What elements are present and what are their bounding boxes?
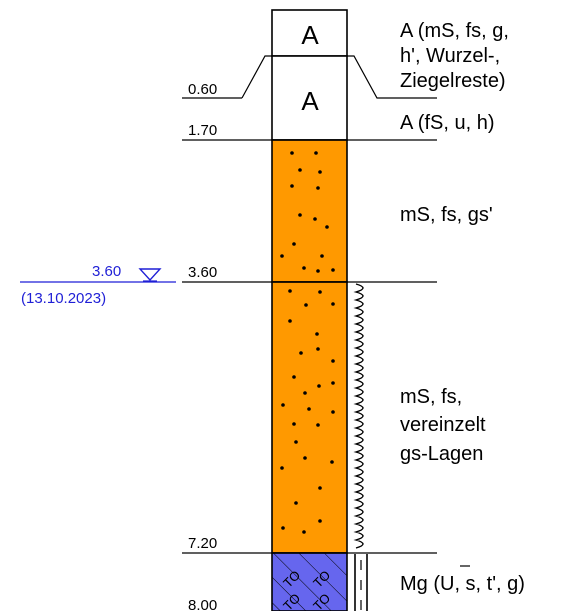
sand-dot: [299, 351, 303, 355]
desc-1-line-3: Ziegelreste): [400, 70, 506, 92]
sand-dot: [292, 375, 296, 379]
water-level-triangle-icon: [138, 268, 162, 282]
sand-dot: [280, 466, 284, 470]
desc-4-line-3: gs-Lagen: [400, 443, 483, 465]
sand-dot: [304, 303, 308, 307]
desc-4-line-1: mS, fs,: [400, 386, 462, 408]
sand-dot: [314, 151, 318, 155]
sand-dot: [303, 391, 307, 395]
layer-fill-4: [271, 281, 348, 554]
sand-dot: [303, 456, 307, 460]
boundary-connector-right: [347, 55, 437, 99]
sand-dot: [298, 213, 302, 217]
water-level-date: (13.10.2023): [21, 290, 106, 307]
sand-dot: [331, 410, 335, 414]
desc-1-line-1: A (mS, fs, g,: [400, 20, 509, 42]
sand-dot: [316, 186, 320, 190]
sand-dot: [290, 184, 294, 188]
desc-2-line-1: A (fS, u, h): [400, 112, 494, 134]
sand-dot: [290, 151, 294, 155]
sand-dot: [331, 381, 335, 385]
sand-dot: [318, 170, 322, 174]
layer-fill-2: [271, 55, 348, 141]
boundary-connector-left: [241, 55, 272, 99]
sand-dot-pattern: [280, 151, 335, 534]
depth-label-4: 7.20: [188, 535, 217, 552]
sand-dot: [307, 407, 311, 411]
sand-dot: [302, 530, 306, 534]
sand-dot: [318, 519, 322, 523]
layer-symbol-1: A: [301, 20, 319, 50]
sand-dot: [294, 440, 298, 444]
depth-label-3: 3.60: [188, 264, 217, 281]
sand-dot: [325, 225, 329, 229]
depth-label-2: 1.70: [188, 122, 217, 139]
depth-label-5: 8.00: [188, 597, 217, 611]
sand-dot: [288, 289, 292, 293]
sand-dot: [316, 423, 320, 427]
desc-5-line-1: Mg (U, s, t', g): [400, 573, 525, 595]
desc-1-line-2: h', Wurzel-,: [400, 45, 500, 67]
desc-3-line-1: mS, fs, gs': [400, 204, 493, 226]
sand-dot: [330, 460, 334, 464]
sand-dot: [331, 302, 335, 306]
marl-hatch-overlay: [272, 553, 347, 611]
sand-dot: [318, 486, 322, 490]
layer-fill-1: [271, 9, 348, 57]
sand-dot: [288, 319, 292, 323]
sand-dot: [316, 347, 320, 351]
sand-dot: [280, 254, 284, 258]
sand-dot: [302, 266, 306, 270]
layer-descriptions: A (mS, fs, g, h', Wurzel-, Ziegelreste) …: [400, 20, 525, 595]
sand-dot: [317, 384, 321, 388]
layer-symbol-2: A: [301, 86, 319, 116]
water-level-depth: 3.60: [92, 263, 121, 280]
sand-dot: [292, 242, 296, 246]
groundwater-marker: 3.60 (13.10.2023): [20, 263, 176, 307]
depth-label-1: 0.60: [188, 81, 217, 98]
sand-dot: [298, 168, 302, 172]
sand-dot: [331, 268, 335, 272]
layer-fill-3: [271, 139, 348, 283]
sand-dot: [331, 359, 335, 363]
sand-dot: [316, 269, 320, 273]
sand-dot: [281, 403, 285, 407]
sand-dot: [320, 254, 324, 258]
sand-dot: [294, 501, 298, 505]
sand-dot: [292, 422, 296, 426]
sand-dot: [318, 290, 322, 294]
sand-dot: [281, 526, 285, 530]
wet-zone-symbol: [353, 283, 368, 611]
desc-4-line-2: vereinzelt: [400, 414, 486, 436]
sand-dot: [315, 332, 319, 336]
sand-dot: [313, 217, 317, 221]
